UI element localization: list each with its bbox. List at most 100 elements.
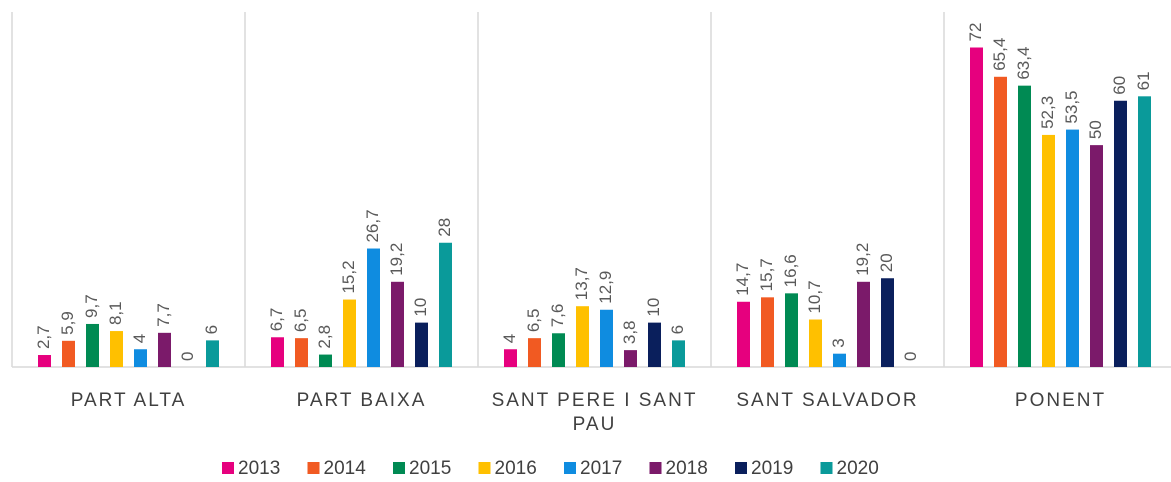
value-label: 65,4	[990, 38, 1009, 71]
bar	[504, 349, 517, 367]
bar	[528, 338, 541, 367]
x-tick-label: PONENT	[1014, 390, 1107, 411]
bar	[391, 281, 404, 367]
bar	[38, 355, 51, 367]
bar	[1090, 145, 1103, 367]
legend-swatch	[222, 462, 234, 474]
value-label: 15,7	[757, 258, 776, 291]
value-label: 26,7	[363, 209, 382, 242]
value-label: 14,7	[733, 263, 752, 296]
x-tick-label-box: SANT SALVADOR	[736, 390, 919, 411]
value-label: 4	[500, 334, 519, 343]
bar	[881, 278, 894, 367]
legend-label: 2018	[666, 458, 708, 479]
value-label: 53,5	[1062, 91, 1081, 124]
value-label: 6,7	[267, 308, 286, 332]
x-tick-label-box: PART BAIXA	[296, 390, 427, 411]
bar	[552, 333, 565, 367]
bar	[295, 338, 308, 367]
value-label: 6,5	[524, 309, 543, 333]
value-label: 9,7	[82, 294, 101, 318]
legend-label: 2013	[238, 458, 280, 479]
bar	[737, 301, 750, 367]
value-label: 7,7	[154, 303, 173, 327]
value-label: 2,7	[34, 325, 53, 349]
legend-swatch	[307, 462, 320, 474]
bar	[1138, 96, 1151, 367]
bar	[624, 350, 637, 367]
bar	[785, 293, 798, 367]
legend-swatch	[393, 462, 405, 474]
value-label: 2,8	[315, 325, 334, 349]
value-label: 4	[130, 334, 149, 343]
legend-swatch	[820, 462, 833, 474]
bar	[415, 322, 428, 367]
x-tick-label: SANT SALVADOR	[736, 390, 919, 411]
bar	[271, 337, 284, 367]
bar	[62, 340, 75, 367]
value-label: 16,6	[781, 254, 800, 287]
legend-label: 2019	[751, 458, 793, 479]
value-label: 60	[1110, 76, 1129, 95]
bar	[206, 340, 219, 367]
value-label: 19,2	[853, 243, 872, 276]
bar	[1066, 129, 1079, 367]
value-label: 20	[877, 253, 896, 272]
value-label: 50	[1086, 120, 1105, 139]
legend-swatch	[478, 462, 491, 474]
value-label: 15,2	[339, 260, 358, 293]
value-label: 13,7	[572, 267, 591, 300]
bar	[1114, 100, 1127, 367]
bar	[857, 281, 870, 367]
bar	[367, 248, 380, 367]
bar	[439, 242, 452, 367]
value-label: 28	[435, 218, 454, 237]
value-label: 0	[178, 352, 197, 361]
legend-label: 2016	[495, 458, 537, 479]
bar	[600, 309, 613, 367]
bar	[1042, 134, 1055, 367]
bar	[86, 323, 99, 367]
bar	[343, 299, 356, 367]
legend-swatch	[649, 462, 662, 474]
bar	[994, 76, 1007, 367]
x-tick-label-box: PONENT	[1014, 390, 1107, 411]
value-label: 61	[1134, 71, 1153, 90]
value-label: 12,9	[596, 271, 615, 304]
legend-swatch	[564, 462, 576, 474]
x-tick-label: PART ALTA	[70, 390, 187, 411]
value-label: 0	[901, 352, 920, 361]
x-tick-label: SANT PERE I SANT PAU	[491, 390, 698, 435]
value-label: 6	[668, 325, 687, 334]
bar	[319, 354, 332, 367]
value-label: 6,5	[291, 309, 310, 333]
value-label: 10	[644, 298, 663, 317]
value-label: 19,2	[387, 243, 406, 276]
x-tick-label-box: SANT PERE I SANT PAU	[491, 390, 698, 435]
value-label: 7,6	[548, 304, 567, 328]
bar	[970, 47, 983, 367]
x-tick-label: PART BAIXA	[296, 390, 427, 411]
value-label: 6	[202, 325, 221, 334]
value-label: 3	[829, 338, 848, 347]
bar	[134, 349, 147, 367]
bar	[110, 331, 123, 367]
value-label: 8,1	[106, 301, 125, 325]
x-tick-label-box: PART ALTA	[70, 390, 187, 411]
value-label: 63,4	[1014, 47, 1033, 80]
value-label: 72	[966, 23, 985, 42]
legend-label: 2017	[580, 458, 622, 479]
value-label: 52,3	[1038, 96, 1057, 129]
bar	[158, 332, 171, 367]
bar	[1018, 85, 1031, 367]
legend-label: 2014	[324, 458, 367, 479]
value-label: 10	[411, 298, 430, 317]
value-label: 10,7	[805, 280, 824, 313]
value-label: 5,9	[58, 311, 77, 335]
bar	[761, 297, 774, 367]
bar	[648, 322, 661, 367]
value-label: 3,8	[620, 320, 639, 344]
legend-label: 2020	[837, 458, 879, 479]
bar	[576, 306, 589, 367]
